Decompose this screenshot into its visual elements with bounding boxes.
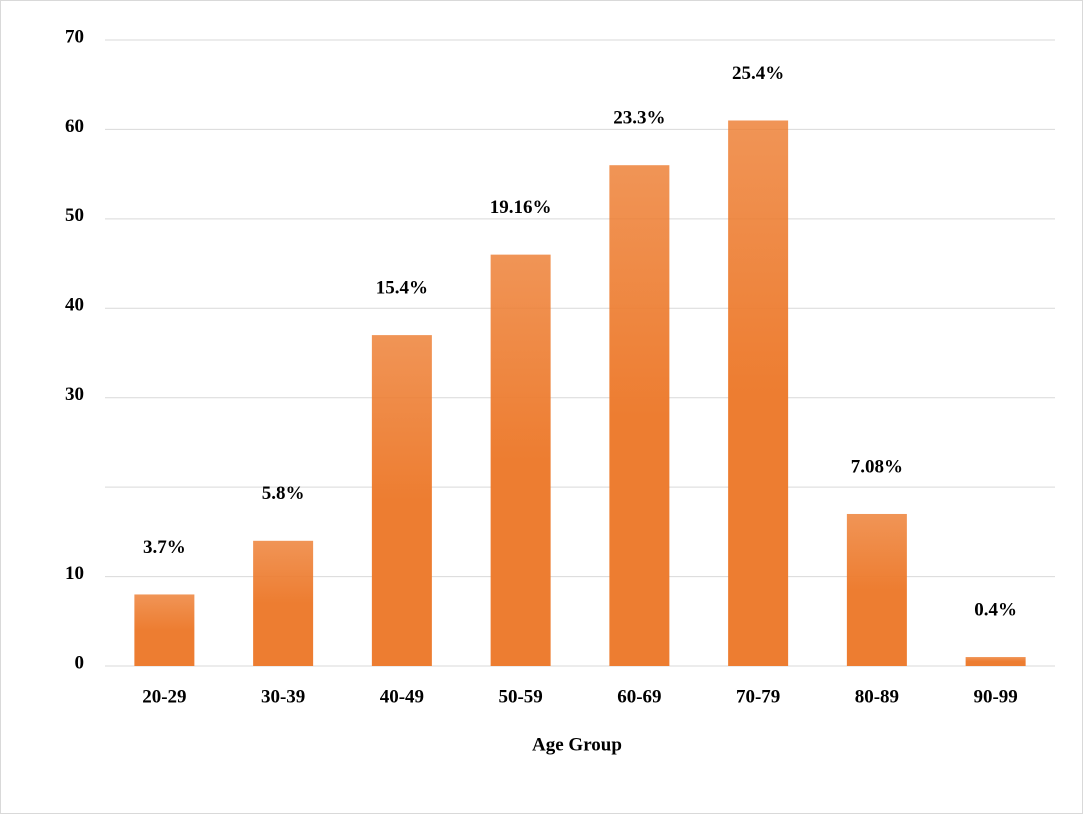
bar [609, 165, 670, 666]
x-tick-label: 30-39 [261, 686, 305, 707]
bar [253, 540, 314, 666]
percent-label: 3.7% [143, 537, 186, 558]
bar [965, 657, 1026, 666]
y-tick-label: 0 [75, 652, 85, 673]
percent-label: 23.3% [613, 108, 665, 129]
x-tick-label: 40-49 [380, 686, 424, 707]
x-tick-label: 50-59 [498, 686, 542, 707]
y-tick-label: 10 [65, 563, 84, 584]
bar [134, 594, 195, 666]
y-tick-label: 30 [65, 384, 84, 405]
bar [728, 120, 789, 666]
x-tick-label: 60-69 [617, 686, 661, 707]
x-axis-title: Age Group [532, 734, 622, 755]
x-tick-label: 70-79 [736, 686, 780, 707]
percent-label: 25.4% [732, 63, 784, 84]
percent-label: 5.8% [262, 483, 305, 504]
percent-label: 7.08% [851, 456, 903, 477]
y-tick-label: 60 [65, 116, 84, 137]
y-tick-label: 50 [65, 205, 84, 226]
bar [371, 335, 432, 666]
percent-label: 15.4% [376, 277, 428, 298]
bar [846, 513, 907, 666]
percent-label: 19.16% [490, 197, 552, 218]
x-tick-label: 80-89 [855, 686, 899, 707]
x-tick-label: 20-29 [142, 686, 186, 707]
y-tick-label: 40 [65, 295, 84, 316]
bar [490, 254, 551, 666]
x-tick-label: 90-99 [973, 686, 1017, 707]
percent-label: 0.4% [974, 599, 1017, 620]
y-tick-label: 70 [65, 26, 84, 47]
